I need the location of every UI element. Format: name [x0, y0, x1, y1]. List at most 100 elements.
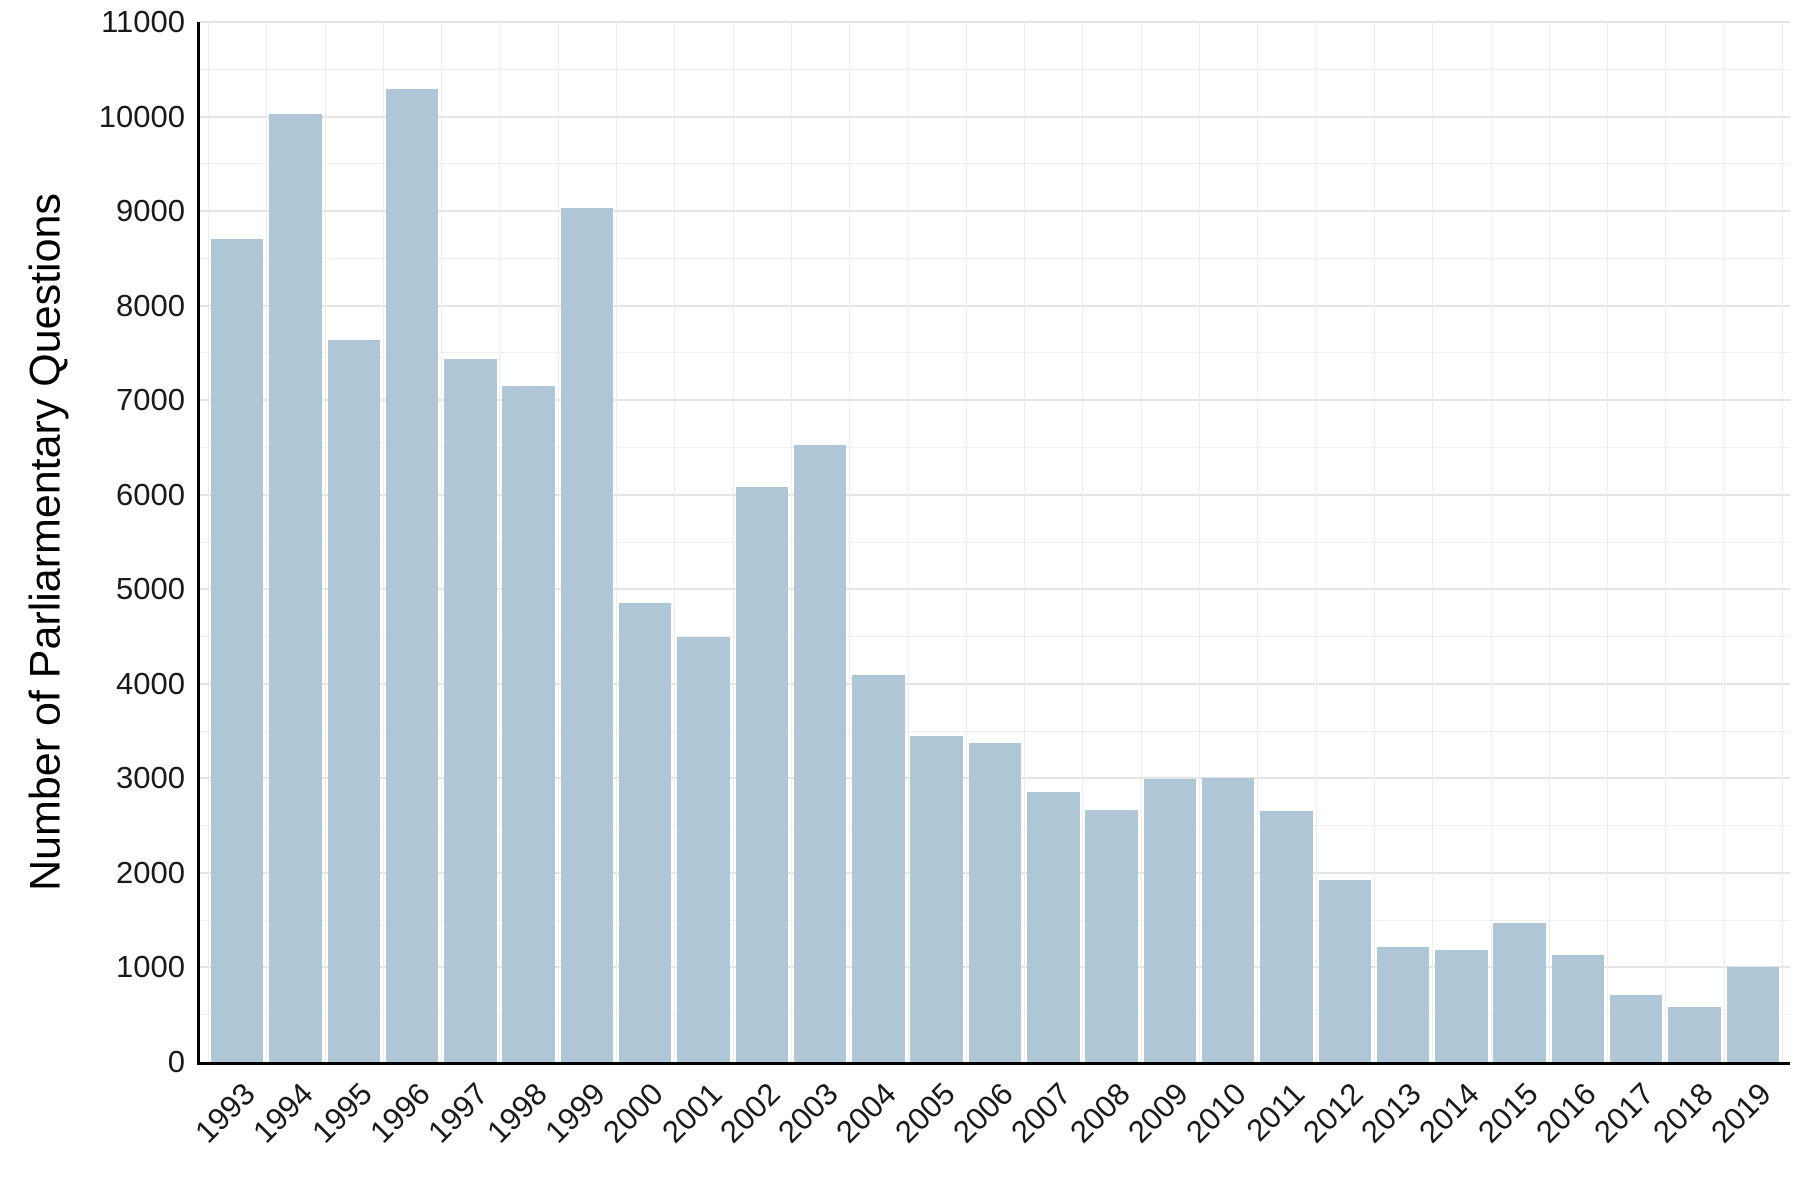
y-tick-label: 7000 — [116, 382, 185, 418]
bar-2001 — [677, 636, 730, 1062]
gridline-vertical — [1373, 22, 1375, 1062]
bar-2012 — [1318, 880, 1371, 1062]
gridline-vertical — [382, 22, 384, 1062]
y-tick-label: 4000 — [116, 665, 185, 701]
gridline-vertical — [1199, 22, 1201, 1062]
gridline-horizontal-major — [200, 21, 1790, 23]
bar-1993 — [210, 239, 264, 1062]
x-tick-label-2006: 2006 — [946, 1076, 1020, 1150]
y-axis-line — [197, 22, 200, 1065]
gridline-horizontal-major — [200, 399, 1790, 402]
bar-2019 — [1726, 966, 1780, 1062]
bar-2006 — [968, 743, 1022, 1062]
bar-2018 — [1668, 1007, 1721, 1062]
gridline-horizontal-major — [200, 115, 1790, 118]
bar-1997 — [444, 358, 497, 1062]
bar-2016 — [1551, 955, 1605, 1062]
gridline-horizontal-minor — [200, 257, 1790, 259]
x-tick-label-2010: 2010 — [1179, 1076, 1253, 1150]
bar-1994 — [269, 113, 322, 1062]
gridline-vertical — [557, 22, 559, 1062]
y-tick-label: 0 — [167, 1044, 185, 1079]
bar-2004 — [852, 675, 905, 1062]
x-tick-label-1993: 1993 — [188, 1076, 262, 1150]
gridline-horizontal-minor — [200, 163, 1790, 165]
x-tick-label-2016: 2016 — [1529, 1076, 1603, 1150]
bar-1998 — [502, 386, 555, 1062]
gridline-horizontal-major — [200, 210, 1790, 213]
gridline-horizontal-minor — [200, 68, 1790, 70]
bar-2003 — [793, 444, 847, 1062]
gridline-vertical — [1782, 22, 1783, 1062]
gridline-horizontal-major — [200, 682, 1790, 685]
x-tick-label-1998: 1998 — [479, 1076, 554, 1150]
gridline-vertical — [1607, 22, 1609, 1062]
bar-2010 — [1201, 778, 1255, 1062]
x-tick-label-2011: 2011 — [1239, 1076, 1312, 1148]
gridline-vertical — [441, 22, 443, 1062]
x-tick-label-2014: 2014 — [1412, 1076, 1487, 1150]
x-tick-label-2018: 2018 — [1645, 1076, 1720, 1150]
gridline-vertical — [324, 22, 326, 1062]
gridline-vertical — [965, 22, 967, 1062]
bar-1995 — [327, 339, 380, 1062]
x-tick-label-2013: 2013 — [1354, 1076, 1428, 1150]
bar-1999 — [560, 208, 614, 1062]
bar-2002 — [735, 487, 789, 1062]
gridline-horizontal-major — [200, 304, 1790, 307]
x-tick-label-1999: 1999 — [538, 1076, 612, 1150]
gridline-vertical — [1024, 22, 1026, 1062]
gridline-horizontal-major — [200, 493, 1790, 496]
y-tick-label: 9000 — [116, 193, 185, 229]
bar-2000 — [618, 602, 672, 1062]
gridline-horizontal-minor — [200, 352, 1790, 354]
y-tick-label: 2000 — [116, 854, 185, 890]
gridline-vertical — [1665, 22, 1667, 1062]
gridline-vertical — [1257, 22, 1259, 1062]
y-tick-label: 1000 — [116, 949, 185, 985]
y-tick-label: 6000 — [116, 476, 185, 512]
gridline-vertical — [1432, 22, 1434, 1062]
gridline-vertical — [266, 22, 268, 1062]
gridline-vertical — [849, 22, 851, 1062]
y-tick-label: 10000 — [98, 98, 185, 134]
gridline-horizontal-minor — [200, 541, 1790, 543]
x-tick-label-1995: 1995 — [304, 1076, 379, 1150]
gridline-vertical — [1140, 22, 1142, 1062]
x-tick-label-2007: 2007 — [1004, 1076, 1079, 1150]
bar-2005 — [910, 735, 963, 1062]
x-tick-label-2001: 2001 — [654, 1076, 729, 1150]
gridline-vertical — [208, 22, 209, 1062]
y-tick-label: 8000 — [116, 287, 185, 323]
x-tick-label-1996: 1996 — [363, 1076, 437, 1150]
bar-2017 — [1610, 994, 1663, 1062]
bar-2013 — [1376, 946, 1430, 1062]
x-tick-label-2002: 2002 — [713, 1076, 787, 1150]
gridline-vertical — [1082, 22, 1084, 1062]
bar-2008 — [1085, 809, 1138, 1062]
x-tick-label-2009: 2009 — [1121, 1076, 1195, 1150]
gridline-horizontal-minor — [200, 730, 1790, 732]
y-tick-label: 5000 — [116, 571, 185, 607]
x-tick-label-1994: 1994 — [246, 1076, 321, 1150]
x-tick-label-1997: 1997 — [421, 1076, 496, 1150]
gridline-vertical — [1723, 22, 1725, 1062]
gridline-vertical — [907, 22, 909, 1062]
x-tick-label-2012: 2012 — [1295, 1076, 1370, 1150]
x-tick-label-2000: 2000 — [596, 1076, 670, 1150]
x-tick-label-2019: 2019 — [1704, 1076, 1778, 1150]
gridline-horizontal-minor — [200, 446, 1790, 448]
gridline-horizontal-minor — [200, 636, 1790, 638]
bar-1996 — [385, 89, 439, 1062]
gridline-vertical — [1548, 22, 1550, 1062]
gridline-vertical — [616, 22, 618, 1062]
bar-2015 — [1493, 923, 1546, 1062]
y-tick-label: 11000 — [101, 4, 185, 39]
gridline-vertical — [1490, 22, 1492, 1062]
x-tick-label-2017: 2017 — [1587, 1076, 1661, 1150]
gridline-horizontal-major — [200, 588, 1790, 591]
bar-2014 — [1435, 950, 1488, 1062]
bar-2007 — [1027, 791, 1080, 1062]
gridline-vertical — [674, 22, 676, 1062]
